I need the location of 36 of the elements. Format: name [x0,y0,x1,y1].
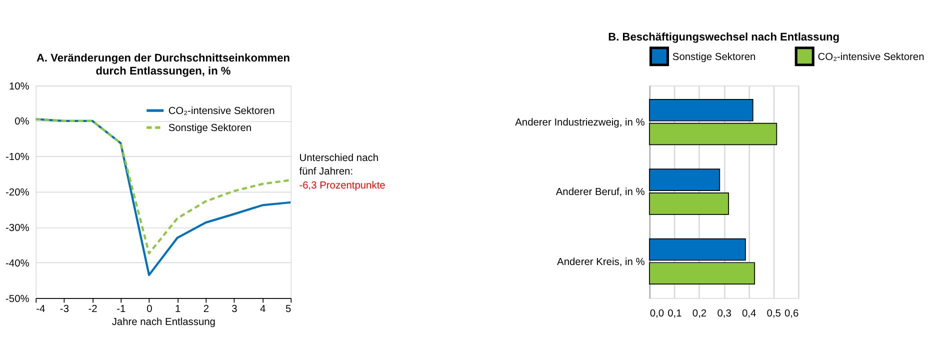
x-tick-label: 0,3 [717,308,732,320]
x-tick-label: 4 [260,304,266,316]
x-tick-label: 0,0 [650,308,664,320]
y-tick-label: -20% [6,188,30,199]
x-tick-label: 0,2 [692,308,707,320]
legend-label: Sonstige Sektoren [672,52,756,63]
legend-label: CO₂-intensive Sektoren [168,106,275,117]
y-tick-label: -30% [6,222,30,234]
text: Unterschied nach fünf Jahren: [299,153,379,178]
x-tick-label: 0,1 [668,308,682,320]
y-tick-label: -10% [6,152,30,164]
y-tick-label: -40% [6,258,30,270]
y-tick-label: Anderer Beruf, in % [556,187,645,198]
x-tick-label: 0,6 [784,308,799,320]
x-tick-label: 0 [146,304,153,316]
x-tick-label: 0,5 [766,308,782,320]
y-tick-label: -50% [6,294,30,305]
x-tick-label: -4 [36,304,46,316]
text: -6,3 Prozentpunkte [299,180,386,192]
legend-label: Sonstige Sektoren [168,122,252,134]
x-tick-label: 3 [232,304,238,316]
x-tick-label: 5 [285,304,292,316]
y-tick-label: 0% [14,116,30,128]
x-tick-label: 1 [174,304,181,316]
y-tick-label: 10% [8,81,30,92]
x-tick-label: -1 [116,304,126,316]
x-tick-label: 0,4 [742,308,756,320]
chart-title: B. Beschäftigungswechsel nach Entlassung [608,31,840,44]
x-axis-title: Jahre nach Entlassung [112,316,216,328]
x-tick-label: -2 [88,304,98,316]
y-tick-label: Anderer Industriezweig, in % [515,117,645,128]
x-tick-label: -3 [60,304,70,316]
y-tick-label: Anderer Kreis, in % [557,256,645,268]
x-tick-label: 2 [203,304,210,316]
chart-title: A. Veränderungen der Durchschnittseinkommen durch Entlassungen, in % [36,52,290,78]
legend-label: CO₂-intensive Sektoren [818,52,924,63]
